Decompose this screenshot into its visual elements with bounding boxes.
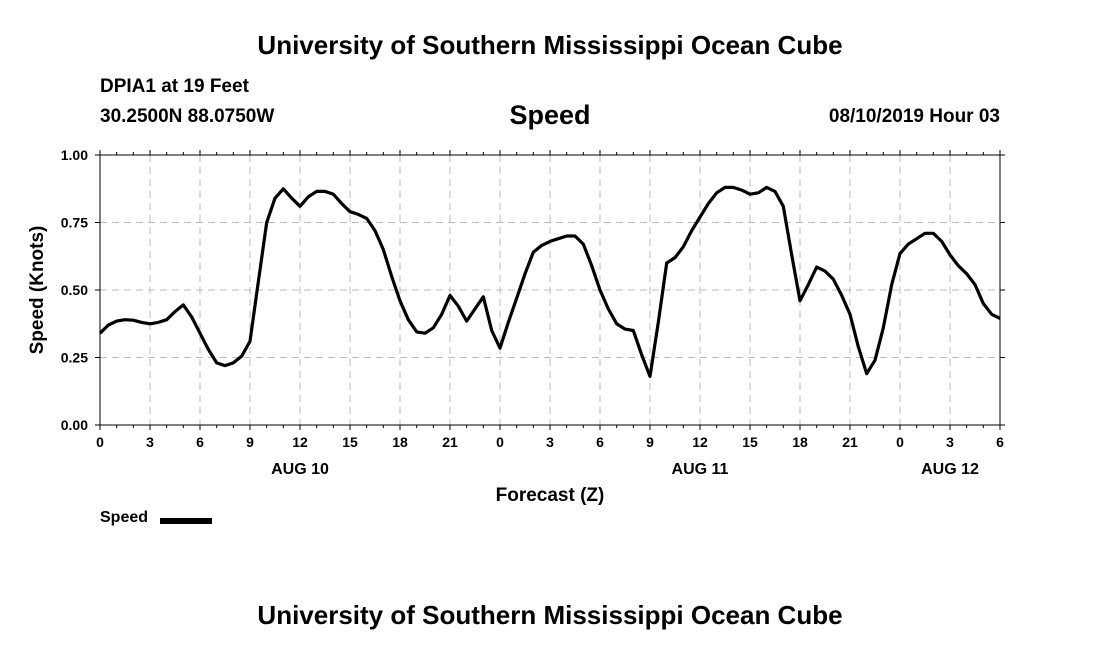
x-tick-label: 12 — [292, 434, 308, 450]
x-tick-label: 9 — [646, 434, 654, 450]
y-tick-label: 0.50 — [61, 282, 88, 298]
forecast-timestamp: 08/10/2019 Hour 03 — [828, 106, 1000, 127]
x-tick-label: 0 — [496, 434, 504, 450]
y-tick-label: 0.25 — [61, 350, 88, 366]
x-tick-label: 18 — [392, 434, 408, 450]
legend-swatch — [160, 518, 212, 524]
x-tick-label: 15 — [742, 434, 758, 450]
x-tick-label: 21 — [442, 434, 458, 450]
x-tick-label: 6 — [196, 434, 204, 450]
y-axis-label: Speed (Knots) — [27, 226, 48, 355]
x-tick-label: 9 — [246, 434, 254, 450]
x-tick-label: 0 — [96, 434, 104, 450]
footer-title: University of Southern Mississippi Ocean… — [257, 600, 843, 630]
y-tick-label: 0.00 — [61, 417, 88, 433]
day-label: AUG 11 — [672, 461, 729, 478]
y-tick-label: 0.75 — [61, 215, 88, 231]
day-label: AUG 10 — [271, 461, 329, 478]
station-label: DPIA1 at 19 Feet — [100, 76, 249, 97]
x-tick-label: 3 — [946, 434, 954, 450]
day-label: AUG 12 — [921, 461, 979, 478]
speed-series-line — [98, 185, 1001, 378]
x-tick-label: 6 — [596, 434, 604, 450]
x-tick-label: 0 — [896, 434, 904, 450]
x-tick-label: 12 — [692, 434, 708, 450]
coordinates-label: 30.2500N 88.0750W — [100, 106, 275, 127]
legend-label: Speed — [100, 509, 149, 526]
x-tick-label: 21 — [842, 434, 858, 450]
x-tick-label: 18 — [792, 434, 808, 450]
y-tick-label: 1.00 — [61, 147, 88, 163]
x-tick-label: 3 — [146, 434, 154, 450]
x-tick-label: 15 — [342, 434, 358, 450]
chart-title: Speed — [509, 100, 591, 130]
page-title: University of Southern Mississippi Ocean… — [257, 30, 843, 60]
x-tick-label: 6 — [996, 434, 1004, 450]
x-tick-label: 3 — [546, 434, 554, 450]
x-axis-label: Forecast (Z) — [496, 485, 605, 506]
